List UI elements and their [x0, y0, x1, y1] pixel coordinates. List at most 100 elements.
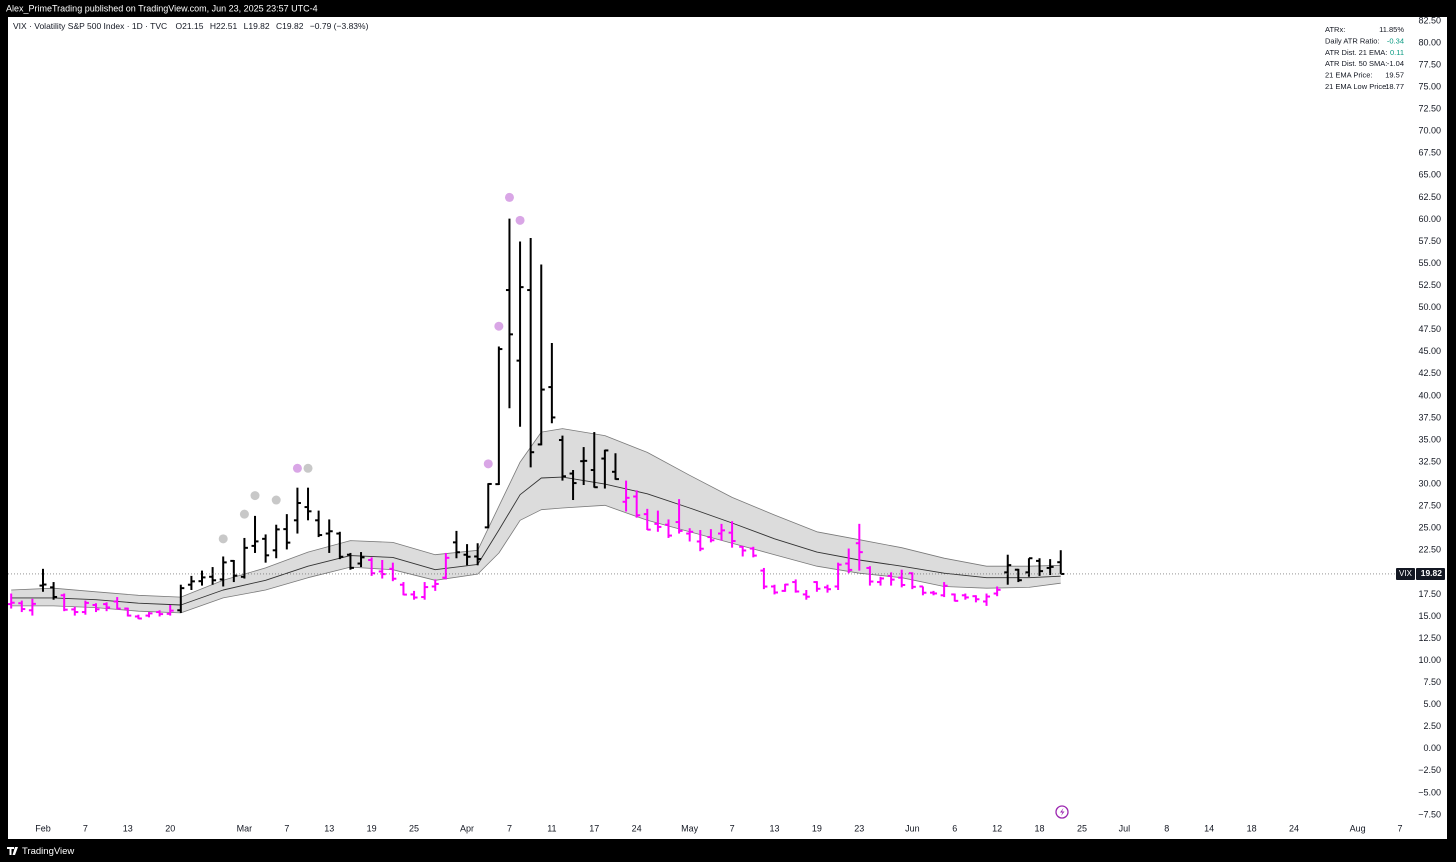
- y-tick-label: 15.00: [1418, 611, 1441, 621]
- ohlc-bar: [1004, 554, 1012, 585]
- x-tick-label: Jun: [905, 823, 920, 833]
- ohlc-bar: [124, 607, 132, 617]
- ohlc-bar: [262, 534, 270, 563]
- ohlc-bar: [537, 264, 545, 446]
- y-tick-label: 42.50: [1418, 368, 1441, 378]
- ohlc-bar: [177, 584, 185, 613]
- ohlc-bar: [908, 572, 916, 590]
- x-tick-label: 7: [1397, 823, 1402, 833]
- y-tick-label: 62.50: [1418, 192, 1441, 202]
- ohlc-bar: [590, 432, 598, 489]
- y-tick-label: 75.00: [1418, 82, 1441, 92]
- ohlc-bar: [166, 605, 174, 616]
- y-tick-label: 22.50: [1418, 545, 1441, 555]
- ohlc-bar: [240, 537, 248, 579]
- signal-marker: [218, 534, 228, 544]
- y-tick-label: 57.50: [1418, 236, 1441, 246]
- info-label: Daily ATR Ratio:: [1325, 36, 1379, 45]
- ohlc-bar: [325, 519, 333, 553]
- ohlc-bar: [474, 543, 482, 566]
- ohlc-bar: [749, 546, 757, 558]
- x-tick-label: 6: [952, 823, 957, 833]
- ohlc-bar: [760, 567, 768, 590]
- ohlc-bar: [346, 552, 354, 570]
- y-tick-label: 17.50: [1418, 589, 1441, 599]
- y-tick-label: 35.00: [1418, 434, 1441, 444]
- ohlc-bar: [463, 544, 471, 566]
- y-tick-label: 10.00: [1418, 655, 1441, 665]
- alert-icon[interactable]: [1055, 805, 1069, 819]
- symbol-title: VIX · Volatility S&P 500 Index · 1D · TV…: [13, 21, 167, 31]
- ohlc-value: 22.51: [216, 21, 238, 31]
- ohlc-bar: [304, 487, 312, 521]
- x-tick-label: 23: [854, 823, 864, 833]
- ohlc-bar: [198, 570, 206, 586]
- y-tick-label: 47.50: [1418, 324, 1441, 334]
- y-tick-label: 65.00: [1418, 170, 1441, 180]
- ohlc-bar: [315, 510, 323, 538]
- signal-marker: [494, 321, 504, 331]
- info-value: -1.04: [1387, 59, 1404, 68]
- ohlc-bar: [452, 530, 460, 559]
- ohlc-bar: [675, 499, 683, 534]
- ohlc-label: H: [210, 21, 216, 31]
- x-tick-label: 24: [632, 823, 642, 833]
- plot: [8, 192, 1065, 620]
- y-tick-label: −5.00: [1418, 787, 1441, 797]
- ohlc-bar: [1046, 559, 1054, 576]
- x-tick-label: 19: [367, 823, 377, 833]
- ohlc-bar: [951, 593, 959, 602]
- ohlc-bar: [28, 598, 36, 616]
- x-tick-label: 8: [1164, 823, 1169, 833]
- ohlc-bar: [866, 566, 874, 586]
- signal-marker: [303, 463, 313, 473]
- x-tick-label: 13: [123, 823, 133, 833]
- x-tick-label: 14: [1204, 823, 1214, 833]
- price-tag-value: 19.82: [1421, 568, 1443, 578]
- y-tick-label: −7.50: [1418, 809, 1441, 819]
- ohlc-bar: [283, 514, 291, 550]
- ohlc-bar: [824, 584, 832, 593]
- legend: VIX · Volatility S&P 500 Index · 1D · TV…: [13, 21, 369, 31]
- ohlc-bar: [60, 593, 68, 612]
- x-tick-label: 7: [730, 823, 735, 833]
- y-tick-label: −2.50: [1418, 765, 1441, 775]
- y-tick-label: 27.50: [1418, 501, 1441, 511]
- y-tick-label: 52.50: [1418, 280, 1441, 290]
- x-tick-label: Feb: [35, 823, 51, 833]
- ohlc-bar: [230, 559, 238, 583]
- ohlc-bar: [1036, 558, 1044, 576]
- x-tick-label: 20: [165, 823, 175, 833]
- ohlc-bar: [293, 487, 301, 534]
- ohlc-bar: [187, 575, 195, 591]
- ohlc-bar: [219, 556, 227, 587]
- ohlc-bar: [580, 447, 588, 486]
- signal-marker: [483, 459, 493, 469]
- ohlc-bar: [877, 576, 885, 586]
- ema-line: [11, 476, 1061, 606]
- ohlc-bar: [357, 552, 365, 568]
- band-lower: [11, 504, 1061, 614]
- ohlc-bar: [399, 582, 407, 596]
- ohlc-bar: [103, 602, 111, 612]
- ohlc-bar: [368, 557, 376, 576]
- x-tick-label: 18: [1247, 823, 1257, 833]
- brand: TradingView: [22, 846, 74, 857]
- ohlc-bar: [272, 524, 280, 559]
- ohlc-bar: [421, 582, 429, 600]
- info-value: 19.57: [1385, 71, 1404, 80]
- ohlc-bar: [972, 595, 980, 603]
- y-tick-label: 67.50: [1418, 148, 1441, 158]
- change: −0.79 (−3.83%): [310, 21, 369, 31]
- publisher: Alex_PrimeTrading published on TradingVi…: [6, 3, 318, 13]
- y-tick-label: 60.00: [1418, 214, 1441, 224]
- ohlc-bar: [389, 562, 397, 582]
- signal-marker: [250, 491, 260, 501]
- ohlc-bar: [707, 529, 715, 543]
- ohlc-bar: [919, 585, 927, 596]
- info-label: ATRx:: [1325, 25, 1345, 34]
- signal-marker: [515, 215, 525, 225]
- ohlc-label: L: [244, 21, 249, 31]
